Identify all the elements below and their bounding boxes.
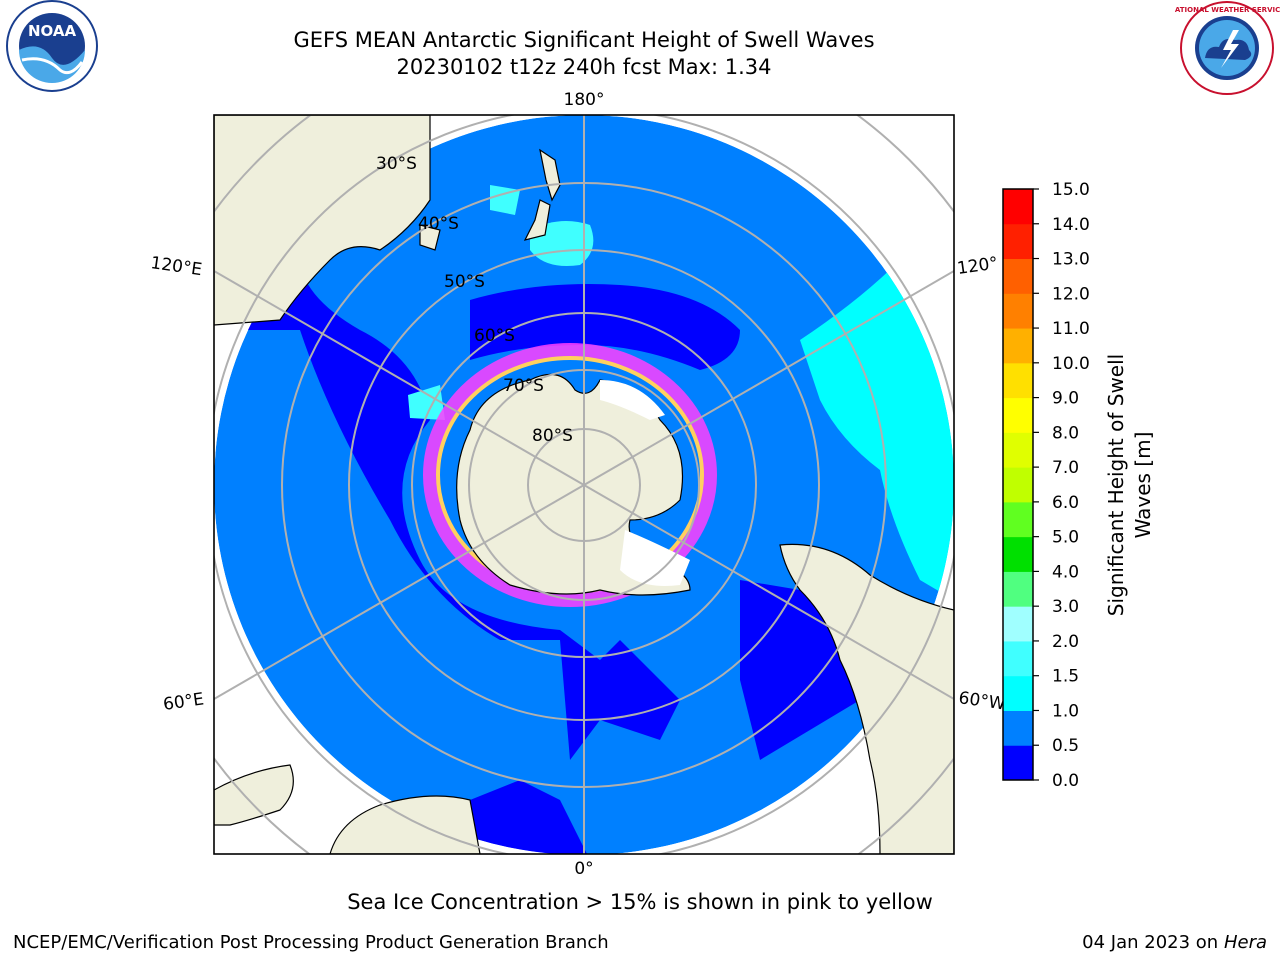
colorbar-tick-label: 1.5 (1052, 667, 1079, 687)
colorbar-tick-label: 5.0 (1052, 528, 1079, 548)
colorbar-tick-label: 2.0 (1052, 632, 1079, 652)
colorbar-segment (1003, 675, 1033, 711)
south-america-land (779, 543, 954, 854)
colorbar-frame (1002, 188, 1034, 781)
colorbar-segment (1003, 745, 1033, 781)
cyan-region-west (408, 385, 445, 420)
colorbar-tick-label: 10.0 (1052, 354, 1090, 374)
colorbar-tick-label: 9.0 (1052, 389, 1079, 409)
colorbar-segment (1003, 571, 1033, 607)
footer-date-text: 04 Jan 2023 on (1082, 932, 1224, 953)
colorbar-segment (1003, 258, 1033, 294)
colorbar-tick-label: 12.0 (1052, 284, 1090, 304)
colorbar-segment (1003, 223, 1033, 260)
africa-land (329, 795, 481, 854)
nws-logo: NATIONAL WEATHER SERVICE (1175, 1, 1280, 95)
colorbar-segment (1003, 328, 1033, 364)
colorbar-tick-label: 6.0 (1052, 493, 1079, 513)
madagascar-land (214, 764, 294, 826)
sea-ice-note: Sea Ice Concentration > 15% is shown in … (347, 890, 933, 914)
footer-host: Hera (1223, 932, 1267, 953)
colorbar: 0.0 0.5 1.0 1.5 2.0 3.0 4.0 5.0 6.0 7.0 8.0 9.0 10.0… (1003, 180, 1090, 791)
colorbar-tick-label: 3.0 (1052, 597, 1079, 617)
colorbar-segment (1003, 189, 1033, 225)
colorbar-tick-label: 11.0 (1052, 319, 1090, 339)
low-swell-region-ring (470, 284, 740, 370)
parallel-label-30s: 30°S (376, 154, 417, 174)
colorbar-segment (1003, 606, 1033, 642)
parallel-label-70s: 70°S (503, 376, 544, 396)
chart-title: GEFS MEAN Antarctic Significant Height o… (293, 28, 875, 52)
meridian-label-60w: 60°W (957, 688, 1006, 714)
low-swell-region-south (470, 780, 590, 854)
colorbar-segment (1003, 501, 1033, 538)
colorbar-tick-label: 14.0 (1052, 215, 1090, 235)
colorbar-tick-label: 13.0 (1052, 250, 1090, 270)
meridian-label-180: 180° (564, 90, 605, 110)
noaa-logo: NOAA (6, 0, 98, 92)
meridian-label-120w: 120° (956, 253, 999, 279)
meridian-label-120e: 120°E (149, 253, 203, 280)
footer-date: 04 Jan 2023 on Hera (1082, 932, 1267, 953)
australia-land (214, 115, 431, 326)
colorbar-label-line2: Waves [m] (1131, 432, 1155, 539)
parallel-label-40s: 40°S (418, 214, 459, 234)
svg-text:NOAA: NOAA (28, 22, 77, 40)
colorbar-label-line1: Significant Height of Swell (1104, 354, 1128, 616)
new-zealand-land (523, 148, 561, 241)
colorbar-segment (1003, 467, 1033, 503)
colorbar-tick-label: 0.0 (1052, 771, 1079, 791)
colorbar-tick-label: 7.0 (1052, 458, 1079, 478)
tasmania-land (419, 224, 441, 251)
parallel-label-80s: 80°S (532, 426, 573, 446)
colorbar-tick-label: 4.0 (1052, 562, 1079, 582)
parallel-label-50s: 50°S (444, 272, 485, 292)
colorbar-tick-label: 1.0 (1052, 701, 1079, 721)
parallel-label-60s: 60°S (474, 326, 515, 346)
chart-subtitle: 20230102 t12z 240h fcst Max: 1.34 (396, 55, 772, 79)
colorbar-segment (1003, 536, 1033, 572)
colorbar-segment (1003, 432, 1033, 468)
footer-branch: NCEP/EMC/Verification Post Processing Pr… (13, 932, 609, 953)
colorbar-tick-label: 0.5 (1052, 736, 1079, 756)
colorbar-segment (1003, 293, 1033, 329)
colorbar-segment (1003, 362, 1033, 399)
svg-text:NATIONAL WEATHER SERVICE: NATIONAL WEATHER SERVICE (1175, 6, 1280, 14)
antarctica-ice-shelf (600, 380, 690, 586)
cyan-region-east (800, 260, 954, 600)
cyan-region-small (490, 185, 520, 215)
low-swell-region (214, 240, 680, 760)
graticule (214, 115, 954, 854)
colorbar-segment (1003, 710, 1033, 746)
colorbar-segment (1003, 640, 1033, 677)
meridian-label-60e: 60°E (162, 689, 205, 714)
colorbar-segment (1003, 397, 1033, 433)
colorbar-tick-label: 15.0 (1052, 180, 1090, 200)
meridian-label-0: 0° (574, 859, 593, 879)
map-frame (213, 114, 955, 855)
colorbar-tick-label: 8.0 (1052, 423, 1079, 443)
